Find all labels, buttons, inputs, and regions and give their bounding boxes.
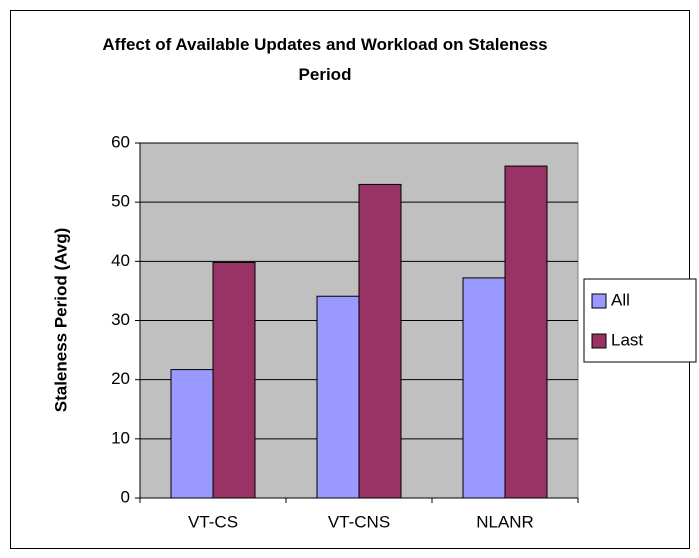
x-tick-label: NLANR xyxy=(476,512,534,531)
y-tick-label: 20 xyxy=(111,369,130,388)
chart-title: Affect of Available Updates and Workload… xyxy=(102,35,548,84)
x-tick-label: VT-CS xyxy=(188,512,238,531)
bar xyxy=(212,262,256,499)
y-tick-label: 60 xyxy=(111,132,130,151)
legend-label: Last xyxy=(611,330,643,349)
legend-swatch xyxy=(591,333,607,349)
bar xyxy=(462,277,506,499)
bar xyxy=(170,369,214,499)
y-tick-label: 0 xyxy=(121,487,130,506)
legend-swatch xyxy=(591,293,607,309)
bar xyxy=(316,295,360,499)
y-tick-label: 50 xyxy=(111,192,130,211)
y-tick-label: 40 xyxy=(111,251,130,270)
legend-box xyxy=(583,278,697,363)
y-axis-label: Staleness Period (Avg) xyxy=(51,228,70,413)
legend-label: All xyxy=(611,290,630,309)
bar xyxy=(504,165,548,499)
y-tick-label: 30 xyxy=(111,310,130,329)
bar xyxy=(358,183,402,499)
y-tick-label: 10 xyxy=(111,428,130,447)
x-tick-label: VT-CNS xyxy=(328,512,390,531)
